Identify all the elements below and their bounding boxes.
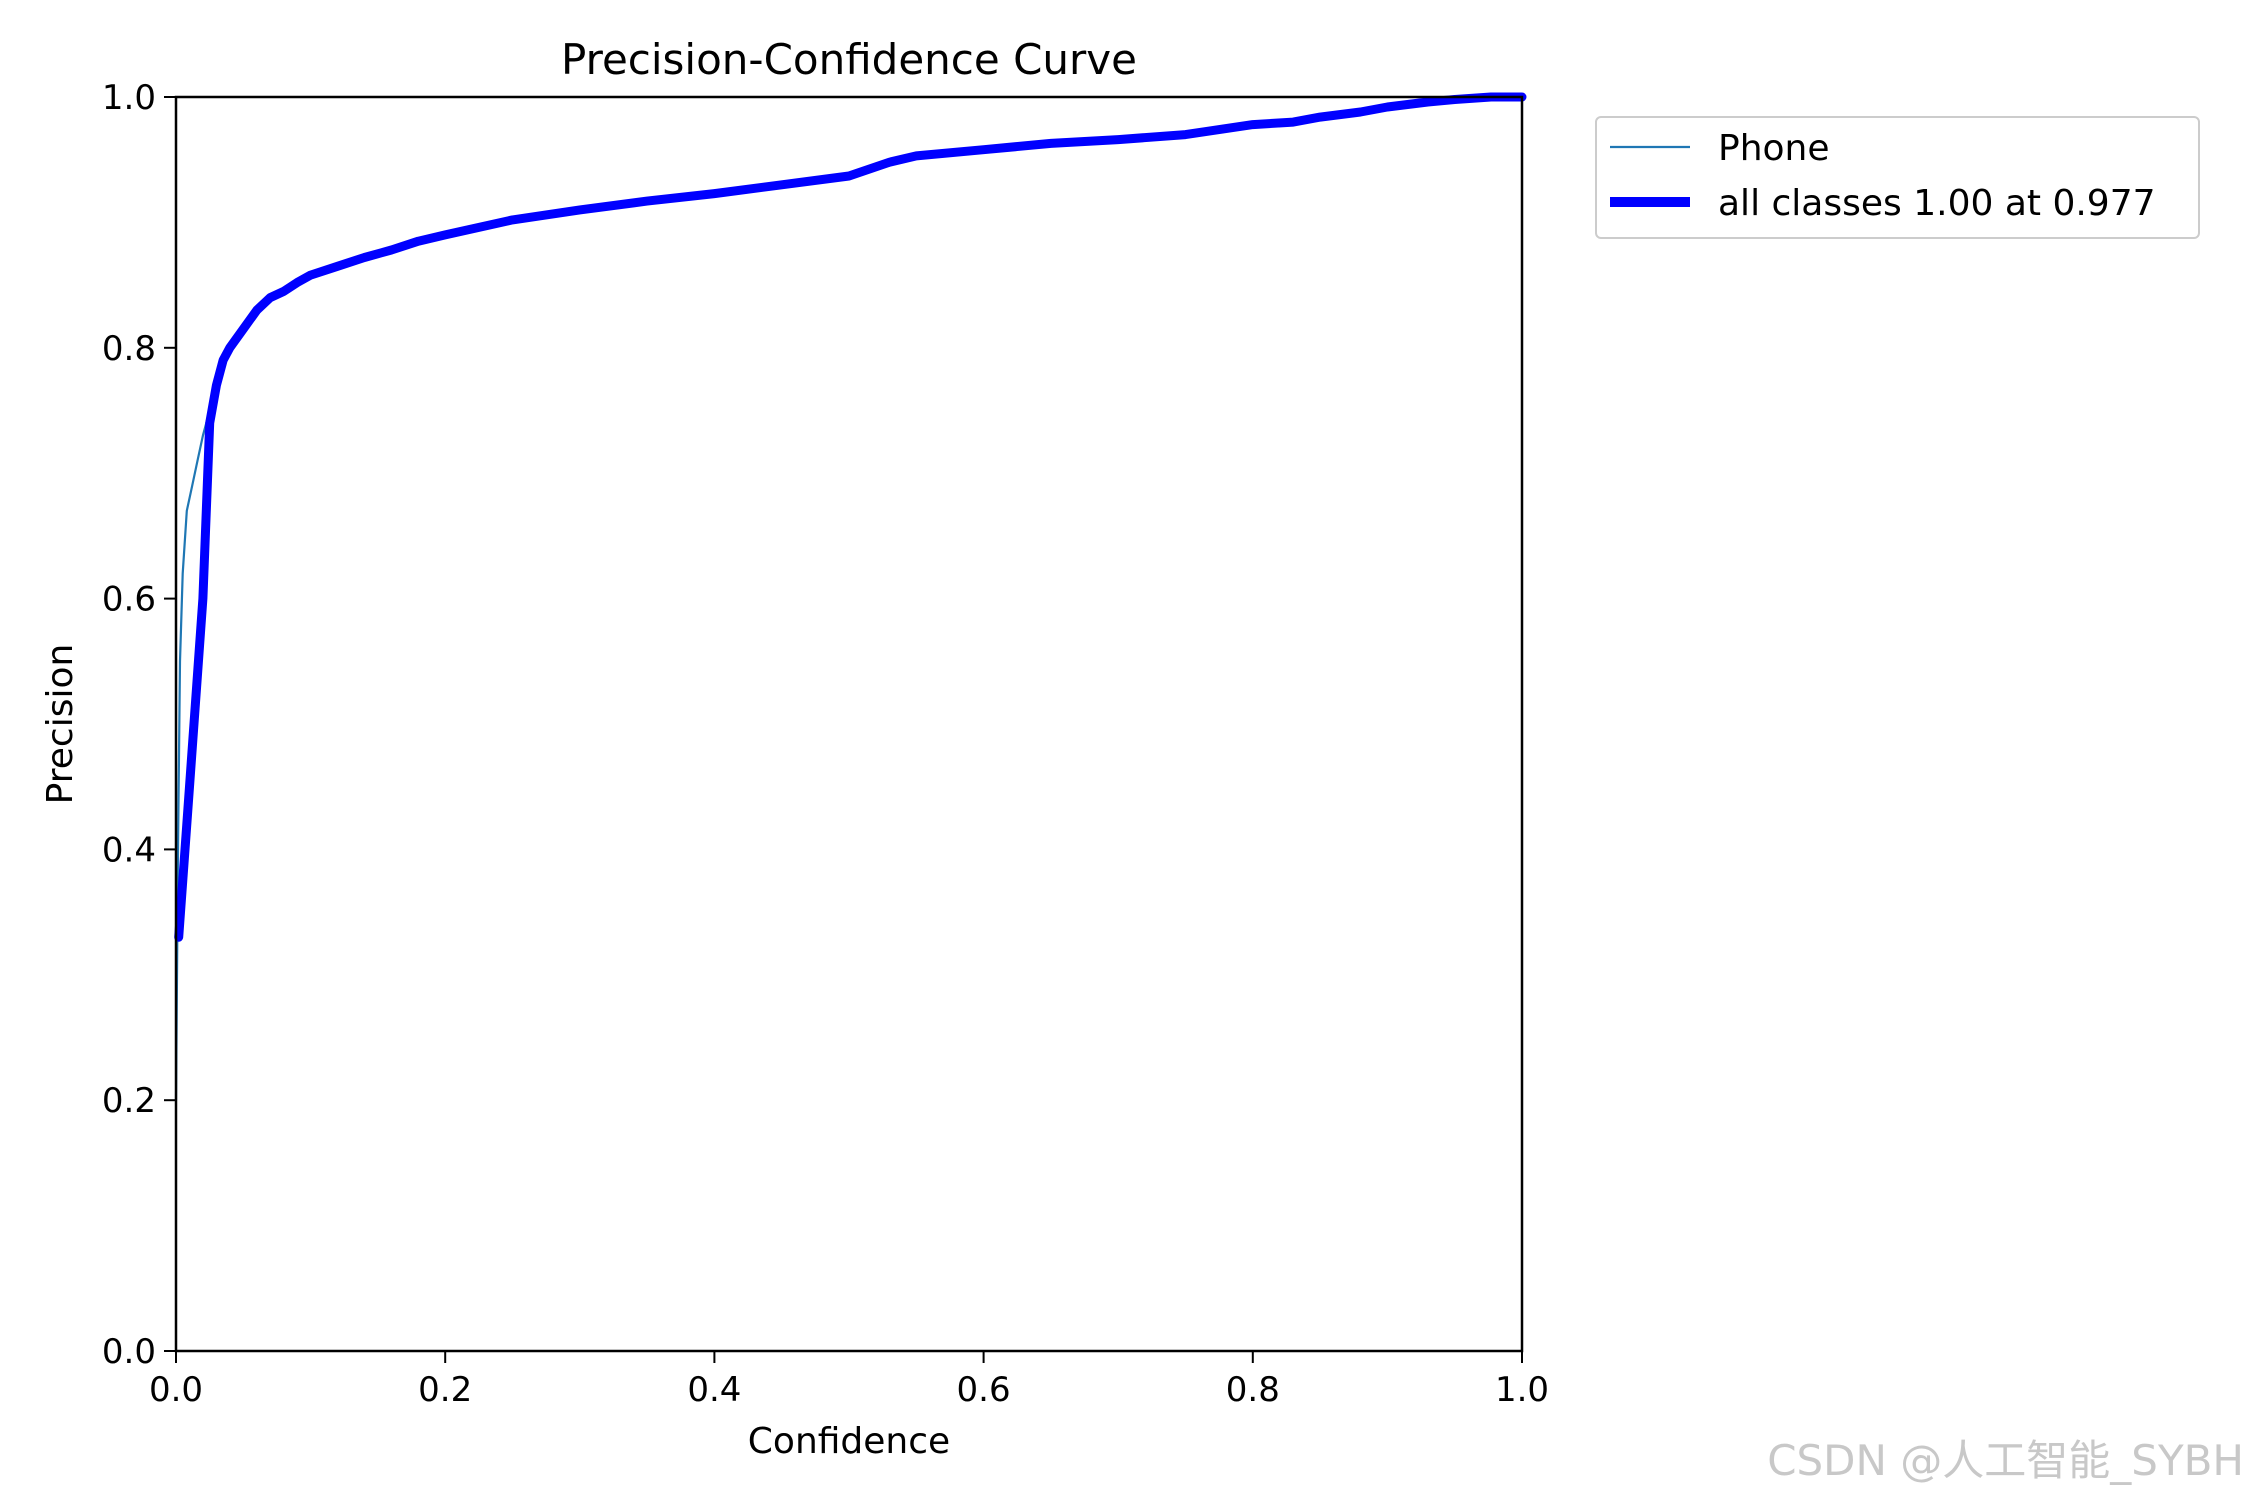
series-line-phone [174, 95, 1524, 1102]
chart-title: Precision-Confidence Curve [561, 35, 1137, 84]
watermark-text: CSDN @人工智能_SYBH [1767, 1436, 2244, 1485]
legend-box [1595, 116, 2200, 239]
x-axis-label: Confidence [748, 1421, 950, 1462]
x-axis-ticks: 0.0 0.2 0.4 0.6 0.8 1.0 [149, 1351, 1549, 1410]
x-tick-label: 0.2 [418, 1370, 472, 1410]
y-tick-label: 0.8 [102, 329, 156, 369]
x-tick-label: 0.6 [957, 1370, 1011, 1410]
legend-label-phone: Phone [1718, 128, 1830, 169]
plot-frame [174, 95, 1524, 1353]
y-axis-label: Precision [40, 644, 81, 805]
y-axis-ticks: 0.0 0.2 0.4 0.6 0.8 1.0 [102, 78, 176, 1372]
y-tick-label: 0.2 [102, 1081, 156, 1121]
series-line-all-classes [174, 92, 1527, 942]
legend-label-all-classes: all classes 1.00 at 0.977 [1718, 183, 2156, 224]
plot-series [174, 92, 1527, 1102]
y-tick-label: 0.6 [102, 580, 156, 620]
x-tick-label: 0.8 [1226, 1370, 1280, 1410]
y-tick-label: 0.0 [102, 1332, 156, 1372]
legend: Phone all classes 1.00 at 0.977 [1595, 116, 2200, 239]
x-tick-label: 1.0 [1495, 1370, 1549, 1410]
y-tick-label: 0.4 [102, 830, 156, 870]
x-tick-label: 0.4 [687, 1370, 741, 1410]
x-tick-label: 0.0 [149, 1370, 203, 1410]
y-tick-label: 1.0 [102, 78, 156, 118]
